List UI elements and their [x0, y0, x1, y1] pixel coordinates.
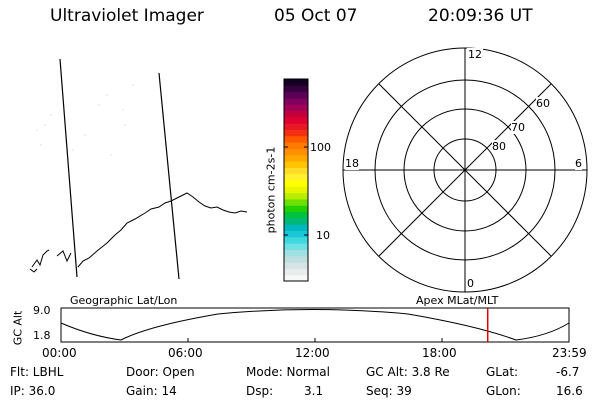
- colorbar-cell: [284, 274, 308, 282]
- coastline: [77, 192, 248, 268]
- dsp-label: Dsp:: [246, 384, 274, 398]
- instrument-title: Ultraviolet Imager: [50, 6, 204, 26]
- glon-label: GLon:: [486, 384, 521, 398]
- mlt-label-18: 18: [345, 157, 359, 170]
- colorbar-cell: [284, 205, 308, 213]
- colorbar-cell: [284, 224, 308, 231]
- polar-dial: [342, 47, 588, 293]
- colorbar-cell: [284, 198, 308, 206]
- colorbar-cell: [284, 217, 308, 225]
- timeline-x-tick: 23:59: [552, 346, 587, 360]
- polar-axis: [378, 83, 552, 257]
- date-label: 05 Oct 07: [274, 6, 358, 26]
- time-label: 20:09:36 UT: [428, 6, 533, 26]
- timeline-x-tick: 06:00: [168, 346, 203, 360]
- timeline-x-tick: 12:00: [295, 346, 330, 360]
- gc-alt-info: GC Alt: 3.8 Re: [366, 365, 450, 379]
- timeline-y-tick: 1.8: [33, 329, 51, 342]
- colorbar-cell: [284, 85, 308, 93]
- colorbar-cell: [284, 116, 308, 124]
- lat-label-70: 70: [511, 121, 525, 134]
- colorbar-cell: [284, 135, 308, 143]
- filter-info: Flt: LBHL: [10, 365, 64, 379]
- colorbar-tick-label: 10: [316, 229, 330, 242]
- timeline-frame: [60, 307, 570, 343]
- colorbar-cell: [284, 243, 308, 250]
- coastline: [31, 249, 50, 268]
- altitude-timeline-plot: [60, 307, 570, 343]
- timeline-left-label: Geographic Lat/Lon: [70, 294, 178, 307]
- colorbar-cell: [284, 186, 308, 194]
- colorbar-frame: [283, 78, 309, 282]
- colorbar-cell: [284, 268, 308, 276]
- gain-info: Gain: 14: [126, 384, 177, 398]
- colorbar-cell: [284, 211, 308, 219]
- timeline-x-tick: 00:00: [42, 346, 77, 360]
- colorbar-cell: [284, 129, 308, 137]
- colorbar-cell: [284, 104, 308, 112]
- timeline-right-label: Apex MLat/MLT: [416, 294, 499, 307]
- colorbar: [283, 78, 309, 282]
- glat-label: GLat:: [486, 365, 519, 379]
- colorbar-cell: [284, 236, 308, 244]
- colorbar-cell: [284, 161, 308, 168]
- image-speckle: [36, 84, 134, 156]
- mlt-label-0: 0: [467, 277, 474, 290]
- colorbar-cell: [284, 97, 308, 105]
- colorbar-cell: [284, 142, 308, 149]
- mlt-label-6: 6: [575, 157, 582, 170]
- timeline-y-tick: 9.0: [33, 304, 51, 317]
- seq-info: Seq: 39: [366, 384, 412, 398]
- colorbar-cell: [284, 148, 308, 156]
- dsp-value: 3.1: [304, 384, 324, 398]
- lat-label-80: 80: [492, 140, 506, 153]
- colorbar-cell: [284, 79, 308, 86]
- colorbar-unit-label: photon cm-2s-1: [264, 146, 278, 234]
- colorbar-cell: [284, 173, 308, 181]
- lat-label-60: 60: [536, 97, 550, 110]
- colorbar-cell: [284, 123, 308, 130]
- mode-info: Mode: Normal: [246, 365, 330, 379]
- door-info: Door: Open: [126, 365, 195, 379]
- colorbar-cell: [284, 91, 308, 99]
- colorbar-scale: [284, 79, 308, 282]
- geo-grid-line: [59, 58, 78, 278]
- ip-info: IP: 36.0: [10, 384, 56, 398]
- colorbar-tick-label: 100: [310, 141, 331, 154]
- colorbar-cell: [284, 262, 308, 269]
- glon-value: 16.6: [556, 384, 583, 398]
- timeline-x-tick: 18:00: [422, 346, 457, 360]
- timeline-y-axis-label: GC Alt: [11, 310, 25, 346]
- glat-value: -6.7: [556, 365, 580, 379]
- colorbar-cell: [284, 249, 308, 257]
- coastline: [56, 250, 72, 263]
- colorbar-cell: [284, 180, 308, 187]
- mlt-label-12: 12: [467, 48, 483, 61]
- colorbar-cell: [284, 230, 308, 238]
- coastline: [29, 268, 38, 273]
- geo-grid-line: [158, 72, 180, 280]
- colorbar-cell: [284, 192, 308, 200]
- timeline-ticks: [60, 338, 570, 342]
- colorbar-cell: [284, 167, 308, 175]
- colorbar-cell: [284, 154, 308, 162]
- geographic-image-panel: [29, 58, 248, 280]
- colorbar-cell: [284, 110, 308, 118]
- colorbar-cell: [284, 255, 308, 263]
- altitude-curve: [60, 309, 570, 341]
